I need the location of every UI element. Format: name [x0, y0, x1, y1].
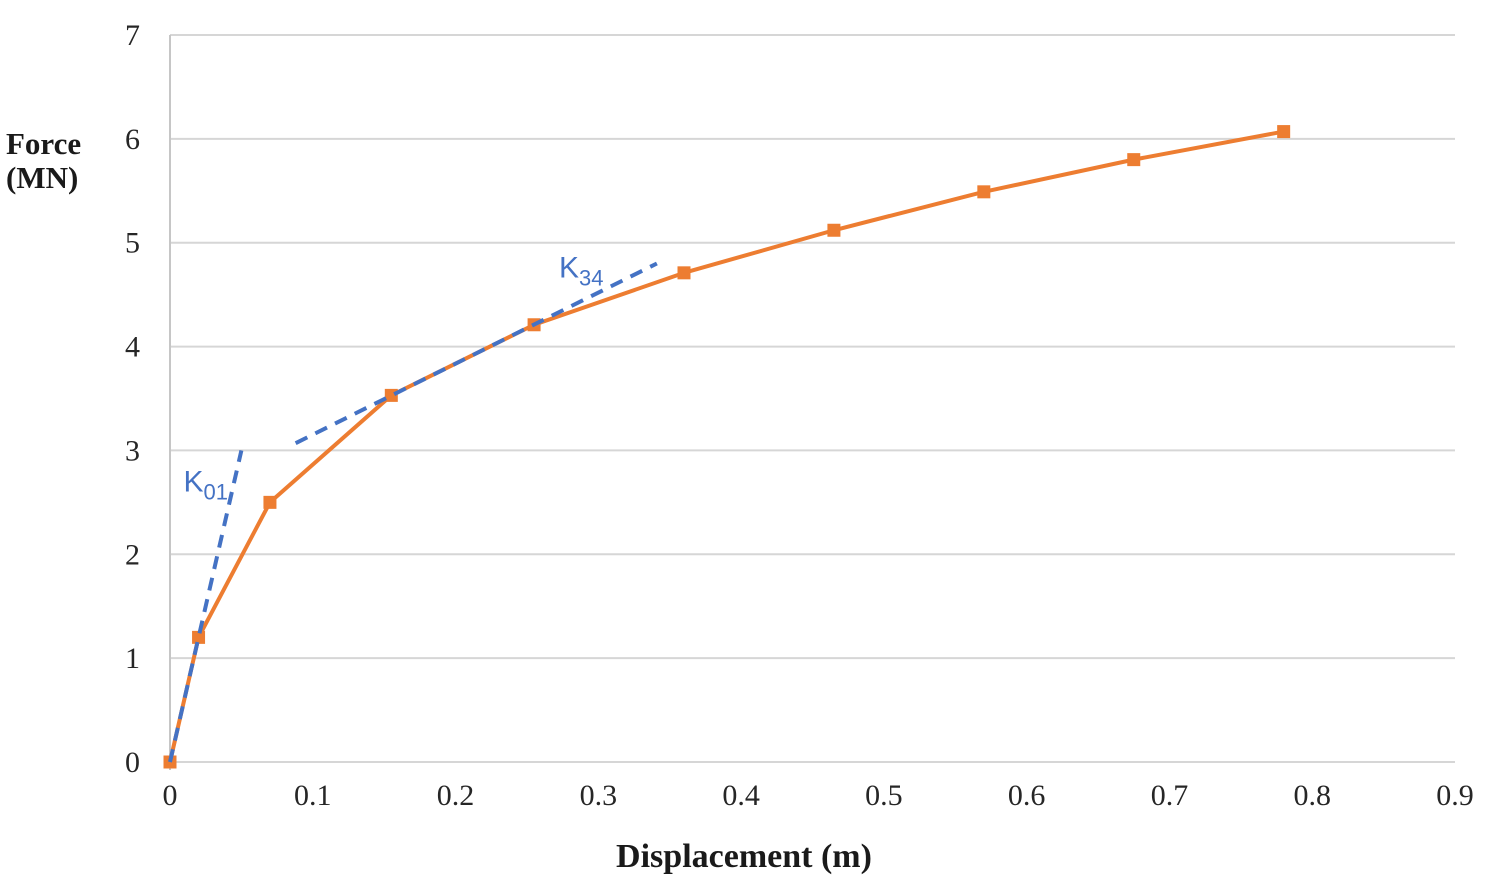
y-tick-label-1: 1 — [125, 642, 140, 675]
y-axis-title-line2: (MN) — [6, 160, 79, 195]
force-displacement-curve-marker-1 — [192, 630, 206, 644]
force-displacement-curve-marker-8 — [1127, 153, 1141, 167]
y-tick-label-6: 6 — [125, 123, 140, 156]
y-tick-label-7: 7 — [125, 19, 140, 52]
K34-label: K34 — [559, 252, 604, 291]
y-axis-title: Force (MN) — [6, 127, 81, 195]
K01-stiffness-tangent-line — [168, 449, 244, 763]
x-tick-label-0.7: 0.7 — [1151, 779, 1189, 812]
K34-stiffness-tangent-line — [294, 261, 658, 445]
y-tick-label-2: 2 — [125, 538, 140, 571]
x-tick-label-0.3: 0.3 — [580, 779, 618, 812]
x-tick-label-0: 0 — [163, 779, 178, 812]
y-tick-label-0: 0 — [125, 746, 140, 779]
x-tick-label-0.5: 0.5 — [865, 779, 903, 812]
x-axis-title: Displacement (m) — [616, 838, 872, 875]
force-displacement-curve-marker-7 — [977, 185, 991, 199]
x-tick-label-0.2: 0.2 — [437, 779, 475, 812]
x-tick-label-0.8: 0.8 — [1293, 779, 1331, 812]
K01-label: K01 — [183, 466, 228, 505]
y-axis-title-line1: Force — [6, 126, 82, 161]
y-tick-label-4: 4 — [125, 331, 140, 364]
y-tick-label-5: 5 — [125, 227, 140, 260]
force-displacement-curve-marker-5 — [677, 266, 691, 280]
force-displacement-curve-marker-9 — [1277, 125, 1291, 139]
y-tick-label-3: 3 — [125, 434, 140, 467]
x-tick-label-0.6: 0.6 — [1008, 779, 1046, 812]
x-tick-label-0.1: 0.1 — [294, 779, 332, 812]
x-tick-label-0.4: 0.4 — [722, 779, 760, 812]
force-displacement-curve-line — [168, 129, 1285, 763]
x-tick-label-0.9: 0.9 — [1436, 779, 1474, 812]
force-displacement-curve-marker-6 — [827, 223, 841, 237]
force-displacement-curve-marker-2 — [263, 495, 277, 509]
